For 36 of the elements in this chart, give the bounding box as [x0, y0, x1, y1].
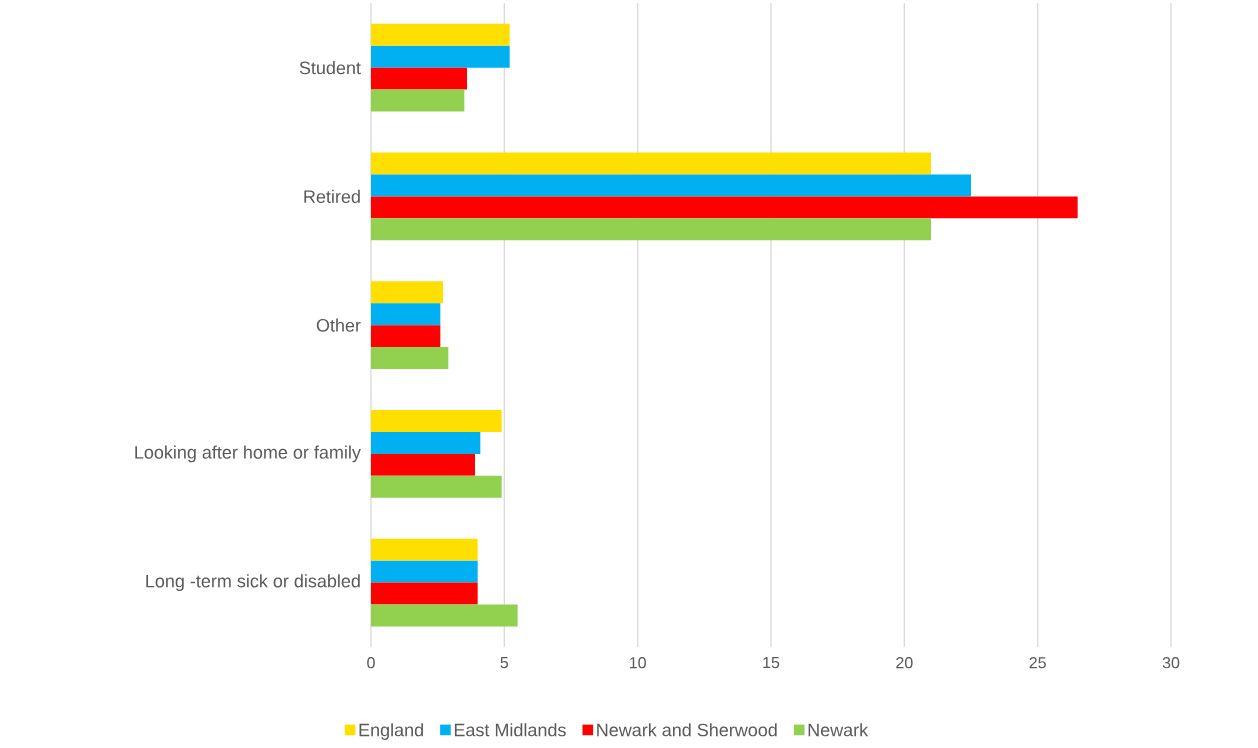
- y-tick-label: Other: [316, 318, 361, 332]
- bar: [371, 196, 1078, 219]
- legend-label: Newark: [808, 723, 869, 737]
- bar: [371, 152, 931, 175]
- bar: [371, 67, 467, 90]
- bar: [371, 218, 931, 241]
- bar: [371, 538, 478, 561]
- legend-label: Newark and Sherwood: [597, 723, 777, 737]
- x-tick-label: 5: [500, 657, 509, 669]
- bar: [371, 281, 443, 304]
- bar: [371, 475, 502, 498]
- x-tick-label: 0: [367, 657, 375, 669]
- bar: [371, 174, 971, 197]
- bar: [371, 45, 510, 68]
- bar: [371, 89, 465, 112]
- legend-label: England: [359, 723, 423, 740]
- bar: [371, 303, 441, 326]
- y-tick-label: Student: [299, 61, 361, 75]
- bar: [371, 453, 475, 476]
- y-tick-label: Looking after home or family: [135, 445, 361, 463]
- bar: [371, 23, 510, 46]
- x-tick-label: 15: [763, 657, 780, 669]
- x-tick-label: 30: [1162, 657, 1180, 669]
- bar: [371, 325, 441, 348]
- x-tick-label: 10: [629, 657, 646, 669]
- bar: [371, 431, 481, 454]
- bar: [371, 560, 478, 583]
- x-tick-label: 20: [896, 657, 913, 669]
- bar: [371, 582, 478, 605]
- y-tick-label: Long -term sick or disabled: [146, 574, 360, 592]
- y-tick-label: Retired: [304, 189, 360, 203]
- bar: [371, 604, 518, 627]
- x-tick-label: 25: [1029, 657, 1046, 669]
- bar: [371, 410, 502, 432]
- legend-label: East Midlands: [454, 723, 566, 737]
- bar: [371, 347, 449, 369]
